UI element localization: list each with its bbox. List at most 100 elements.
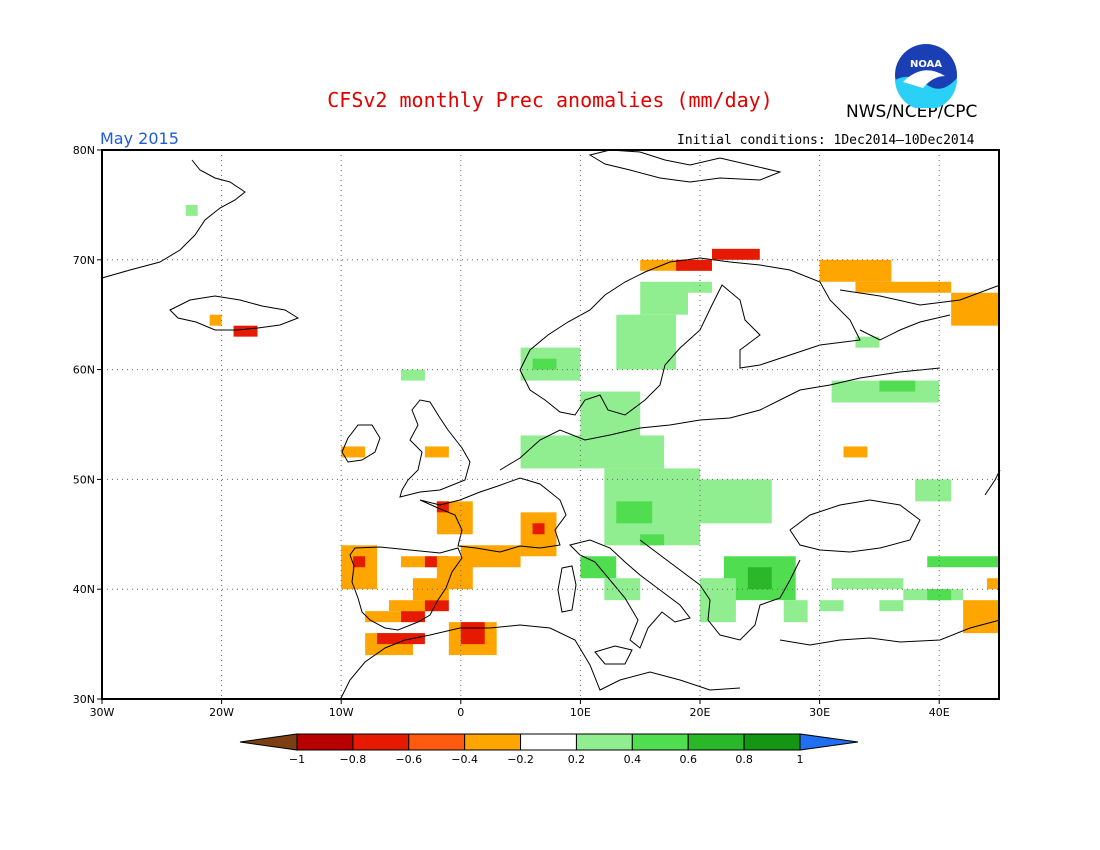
colorbar-box [464,733,522,751]
white-sea-coast [859,314,951,341]
lon-label: 30W [90,706,115,719]
africa-coast [339,624,741,701]
lat-label: 70N [73,254,95,267]
anomaly-cell [640,534,665,546]
colorbar-box [352,733,410,751]
noaa-logo-icon: NOAA [895,44,958,108]
colorbar-labels: −1 −0.8 −0.6 −0.4 −0.2 0.2 0.4 0.6 0.8 1 [289,753,804,766]
anomaly-cell [580,391,641,436]
iceland-coast [169,295,300,331]
anomaly-cell [831,578,904,590]
initial-conditions: Initial conditions: 1Dec2014–10Dec2014 [677,133,975,148]
colorbar-box [687,733,745,751]
colorbar-label: 0.2 [568,753,586,766]
colorbar-box [743,733,801,751]
lon-label: 20W [209,706,234,719]
colorbar-label: 1 [797,753,804,766]
anomaly-cell [353,556,366,568]
anomaly-cell [676,479,772,524]
anomaly-cell [365,611,425,623]
anomaly-cell [711,248,760,260]
anomaly-cell [424,600,449,612]
anomaly-cell [676,259,712,271]
colorbar-high-arrow [799,733,859,751]
anomaly-cell [783,600,808,623]
colorbar-low-arrow [239,733,298,751]
forecast-month: May 2015 [100,129,179,148]
lon-label: 20E [690,706,711,719]
kola-coast [839,284,1001,306]
logo-lettering: NOAA [910,59,942,70]
colorbar-label: 0.4 [624,753,642,766]
greenland-coast [101,159,246,279]
lat-label: 60N [73,364,95,377]
anomaly-cell [688,281,712,293]
anomaly-cell [616,314,677,370]
lon-label: 40E [929,706,950,719]
scandinavia-coast [519,257,861,416]
colorbar [239,733,859,751]
map-frame [101,149,1000,700]
sardinia-coast [557,565,577,613]
lon-label: 0 [457,706,464,719]
colorbar-label: −1 [289,753,305,766]
anomaly-cell [963,600,999,634]
sicily-coast [594,645,633,665]
france-coast [419,477,567,553]
anomaly-cell [879,380,916,392]
colorbar-label: 0.8 [735,753,753,766]
longitude-labels: 30W 20W 10W 0 10E 20E 30E 40E [90,699,950,719]
colorbar-label: 0.6 [679,753,697,766]
latitude-labels: 30N 40N 50N 60N 70N 80N [73,144,102,706]
colorbar-label: −0.2 [507,753,534,766]
anomaly-cell [185,204,198,216]
anomaly-cells [185,204,999,656]
iberia-coast [349,546,463,631]
agency-label: NWS/NCEP/CPC [846,102,978,122]
svalbard-coast [588,149,782,183]
anomaly-cell [700,578,736,623]
coastlines [101,149,1001,701]
anomaly-cell [855,336,880,348]
anomaly-cell [843,446,868,458]
anomaly-cell [927,589,952,601]
gridlines [102,150,999,699]
anomaly-cell [424,446,449,458]
colorbar-label: −0.4 [451,753,478,766]
anomaly-cell [819,259,892,282]
colorbar-label: −0.8 [340,753,367,766]
anomaly-cell [460,622,485,645]
anatolia-coast [779,619,1001,646]
lon-label: 10E [570,706,591,719]
anomaly-cell [532,523,545,535]
lon-label: 10W [329,706,354,719]
balkans-coast [639,539,801,641]
lat-label: 50N [73,473,95,486]
colorbar-box [575,733,633,751]
ireland-coast [341,424,381,463]
anomaly-cell [915,479,952,502]
colorbar-box [631,733,689,751]
anomaly-cell [389,600,437,612]
anomaly-cell [580,556,617,579]
colorbar-box [520,733,577,751]
black-sea-coast [789,499,921,553]
anomaly-cell [233,325,258,337]
anomaly-cell [209,314,222,326]
colorbar-box [296,733,354,751]
caspian-coast [984,469,1001,496]
anomaly-cell [520,512,557,557]
anomaly-cell [855,281,952,293]
britain-coast [399,399,471,498]
anomaly-cell [341,446,366,458]
italy-coast [569,539,691,649]
anomaly-cell [520,435,665,469]
anomaly-cell [377,633,401,645]
anomaly-cell [987,578,999,590]
colorbar-box [408,733,466,751]
lat-label: 30N [73,693,95,706]
anomaly-cell [616,501,653,524]
anomaly-cell [401,556,449,568]
anomaly-cell [436,501,449,513]
